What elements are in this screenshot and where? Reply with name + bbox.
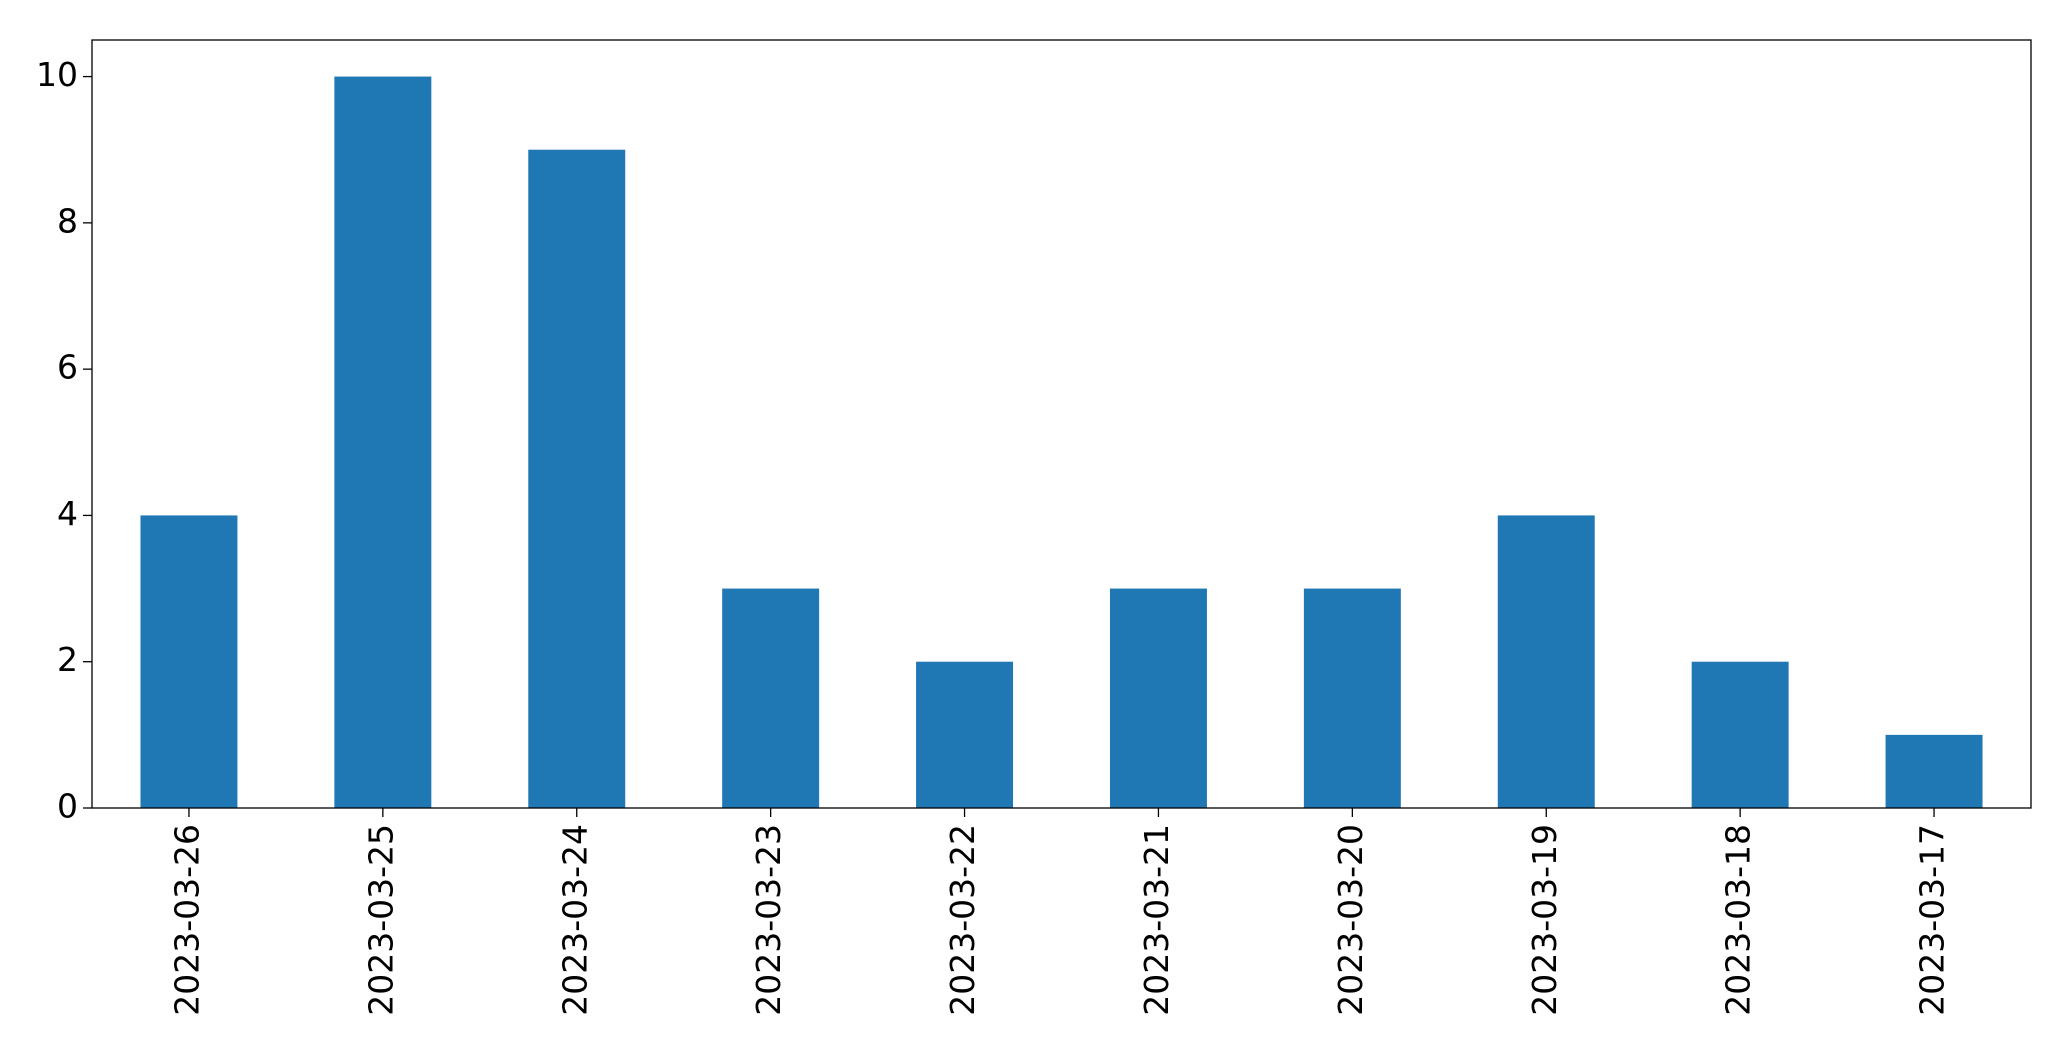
bar [1497, 515, 1595, 808]
axes-frame [91, 39, 2032, 809]
x-tick-label: 2023-03-24 [555, 824, 594, 1016]
y-tick-label: 10 [36, 55, 78, 94]
y-tick-label: 4 [57, 494, 78, 533]
x-tick-label: 2023-03-17 [1913, 824, 1952, 1016]
x-tick-label: 2023-03-21 [1137, 824, 1176, 1016]
x-tick-label: 2023-03-19 [1525, 824, 1564, 1016]
x-tick-label: 2023-03-20 [1331, 824, 1370, 1016]
bar [722, 588, 820, 808]
y-tick-label: 0 [57, 787, 78, 826]
bar [916, 661, 1014, 808]
x-tick-label: 2023-03-18 [1719, 824, 1758, 1016]
x-tick-label: 2023-03-25 [361, 824, 400, 1016]
y-tick-label: 6 [57, 348, 78, 387]
bar [140, 515, 238, 808]
y-tick-label: 8 [57, 201, 78, 240]
x-tick-label: 2023-03-23 [749, 824, 788, 1016]
bar [334, 76, 432, 809]
x-tick-label: 2023-03-26 [167, 824, 206, 1016]
x-tick-label: 2023-03-22 [943, 824, 982, 1016]
bar [1303, 588, 1401, 808]
y-tick-label: 2 [57, 640, 78, 679]
bar [1691, 661, 1789, 808]
bar [1109, 588, 1207, 808]
bar [1885, 734, 1983, 808]
bar [528, 149, 626, 808]
